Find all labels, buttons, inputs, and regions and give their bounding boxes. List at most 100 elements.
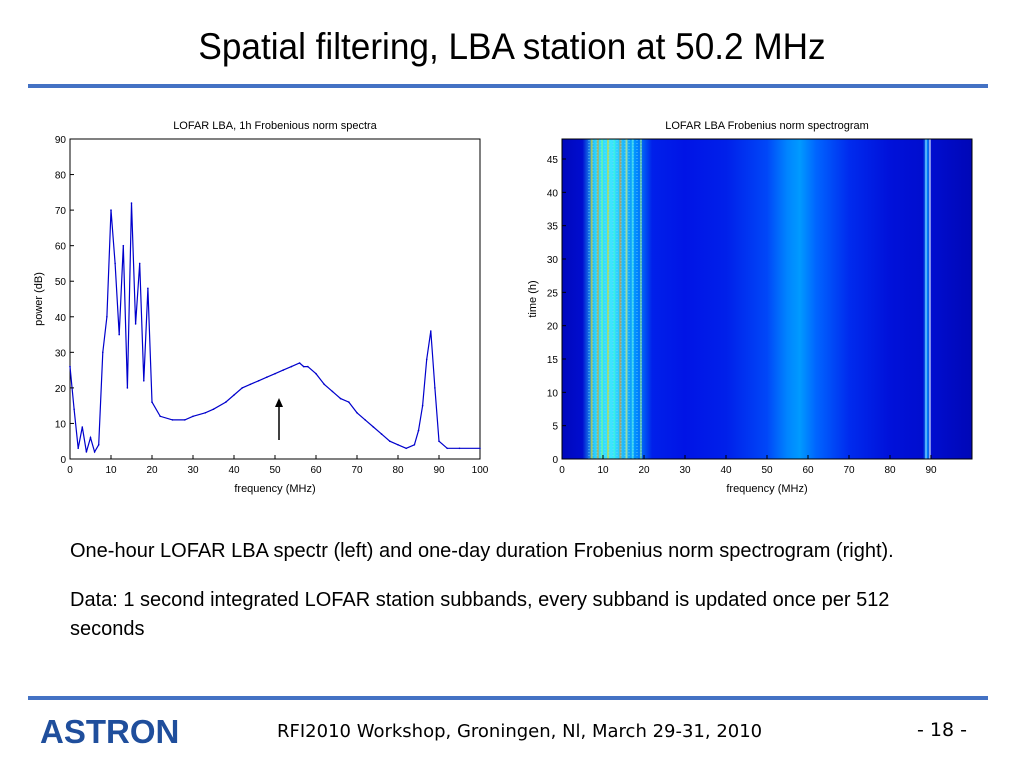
spectrum-chart: LOFAR LBA, 1h Frobenious norm spectra 0 1…: [33, 120, 489, 495]
spectrum-y-tick-label: 60: [55, 242, 67, 253]
spectrum-point: [69, 365, 71, 368]
spectrogram-x-tick-label: 70: [843, 465, 855, 476]
spectrogram-x-ticks: 0 10 20 30 40 50 60 70 80 90: [559, 455, 937, 476]
spectrum-x-tick-label: 50: [269, 465, 281, 476]
spectrum-point: [266, 376, 268, 379]
spectrogram-y-tick-label: 40: [547, 188, 559, 199]
spectrogram-chart: LOFAR LBA Frobenius norm spectrogram 0 10…: [527, 120, 973, 495]
spectrum-point: [434, 387, 436, 389]
spectrum-point: [323, 383, 326, 386]
spectrum-point: [372, 426, 375, 428]
spectrogram-y-tick-label: 25: [547, 288, 559, 299]
spectrum-point: [364, 419, 367, 421]
spectrogram-speckle: [586, 139, 644, 459]
spectrum-y-ticks: 0 10 20 30 40 50 60 70 80 90: [55, 135, 74, 466]
spectrum-y-tick-label: 0: [60, 455, 66, 466]
spectrogram-x-tick-label: 40: [720, 465, 732, 476]
spectrum-point: [138, 262, 141, 265]
spectrogram-title: LOFAR LBA Frobenius norm spectrogram: [665, 120, 869, 132]
spectrum-point: [380, 433, 383, 435]
spectrum-point: [417, 429, 420, 432]
spectrogram-y-tick-label: 30: [547, 255, 559, 266]
spectrogram-y-tick-label: 5: [552, 422, 558, 433]
spectrogram-rfi-streak: [928, 139, 931, 459]
spectrum-point: [241, 387, 243, 389]
spectrogram-x-tick-label: 10: [597, 465, 609, 476]
spectrogram-x-tick-label: 80: [884, 465, 896, 476]
spectrum-point: [356, 412, 358, 414]
spectrum-x-tick-label: 100: [472, 465, 489, 476]
spectrogram-x-tick-label: 0: [559, 465, 565, 476]
spectrum-point: [81, 426, 84, 428]
spectrum-point: [307, 365, 309, 368]
spectrum-point: [438, 440, 440, 443]
spectrum-point: [171, 419, 174, 421]
spectrogram-y-tick-label: 20: [547, 322, 559, 333]
spectrum-y-tick-label: 20: [55, 384, 67, 395]
spectrum-y-tick-label: 90: [55, 135, 67, 146]
spectrum-point: [192, 415, 194, 418]
spectrogram-x-tick-label: 50: [761, 465, 773, 476]
spectrum-point: [479, 447, 481, 450]
spectrum-point: [397, 444, 399, 446]
spectrum-point: [122, 244, 125, 247]
spectrum-y-tick-label: 40: [55, 313, 67, 324]
spectrum-x-tick-label: 90: [433, 465, 445, 476]
spectrum-point: [298, 362, 301, 364]
spectrum-x-tick-label: 30: [187, 465, 199, 476]
spectrogram-y-ticks: 0 5 10 15 20 25 30 35 40 45: [547, 155, 566, 466]
spectrum-x-tick-label: 20: [146, 465, 158, 476]
spectrogram-x-tick-label: 90: [925, 465, 937, 476]
spectrum-point: [143, 380, 145, 382]
page-number: - 18 -: [917, 719, 967, 741]
caption: One-hour LOFAR LBA spectr (left) and one…: [70, 537, 950, 664]
spectrum-point: [97, 444, 100, 446]
spectrum-point: [73, 408, 75, 411]
spectrogram-x-tick-label: 30: [679, 465, 691, 476]
spectrum-point: [102, 351, 104, 354]
spectrum-point: [85, 451, 88, 453]
spectrum-annotation-arrow: [275, 398, 283, 440]
spectrum-ylabel: power (dB): [33, 272, 45, 326]
spectrum-point: [274, 372, 276, 375]
spectrogram-rfi-streak: [924, 139, 927, 459]
spectrum-point: [159, 415, 161, 418]
spectrum-plot-area: [69, 138, 481, 460]
spectrogram-y-tick-label: 35: [547, 222, 559, 233]
spectrum-x-tick-label: 10: [105, 465, 117, 476]
spectrum-point: [93, 451, 96, 453]
footer-text: RFI2010 Workshop, Groningen, Nl, March 2…: [277, 721, 763, 742]
spectrum-plot: [69, 202, 481, 454]
spectrogram-y-tick-label: 45: [547, 155, 559, 166]
spectrum-y-tick-label: 30: [55, 348, 67, 359]
spectrogram-x-tick-label: 20: [638, 465, 650, 476]
spectrum-point: [389, 440, 391, 443]
spectrum-x-tick-label: 70: [351, 465, 363, 476]
spectrum-point: [282, 369, 285, 371]
spectrum-point: [110, 209, 112, 211]
spectrum-y-tick-label: 70: [55, 206, 67, 217]
spectrogram-x-tick-label: 60: [802, 465, 814, 476]
spectrogram-xlabel: frequency (MHz): [726, 483, 807, 495]
spectrum-point: [249, 383, 252, 386]
spectrum-xlabel: frequency (MHz): [234, 483, 315, 495]
spectrum-point: [233, 394, 235, 396]
spectrum-point: [302, 365, 305, 368]
spectrum-y-tick-label: 10: [55, 419, 67, 430]
spectrum-point: [425, 358, 428, 361]
spectrum-point: [290, 365, 293, 368]
spectrum-point: [151, 401, 153, 403]
spectrum-x-tick-label: 0: [67, 465, 73, 476]
spectrum-x-tick-label: 40: [228, 465, 240, 476]
spectrogram-ylabel: time (h): [527, 280, 539, 317]
spectrum-point: [106, 316, 108, 318]
spectrum-x-ticks: 0 10 20 30 40 50 60 70 80 90 100: [67, 455, 489, 476]
spectrum-point: [212, 408, 215, 411]
spectrum-point: [458, 447, 461, 450]
logo-text: ASTRON: [40, 713, 179, 750]
spectrum-y-tick-label: 80: [55, 171, 67, 182]
spectrum-point: [89, 436, 92, 439]
spectrum-point: [225, 401, 227, 403]
spectrum-point: [348, 401, 350, 403]
spectrum-point: [331, 390, 334, 393]
